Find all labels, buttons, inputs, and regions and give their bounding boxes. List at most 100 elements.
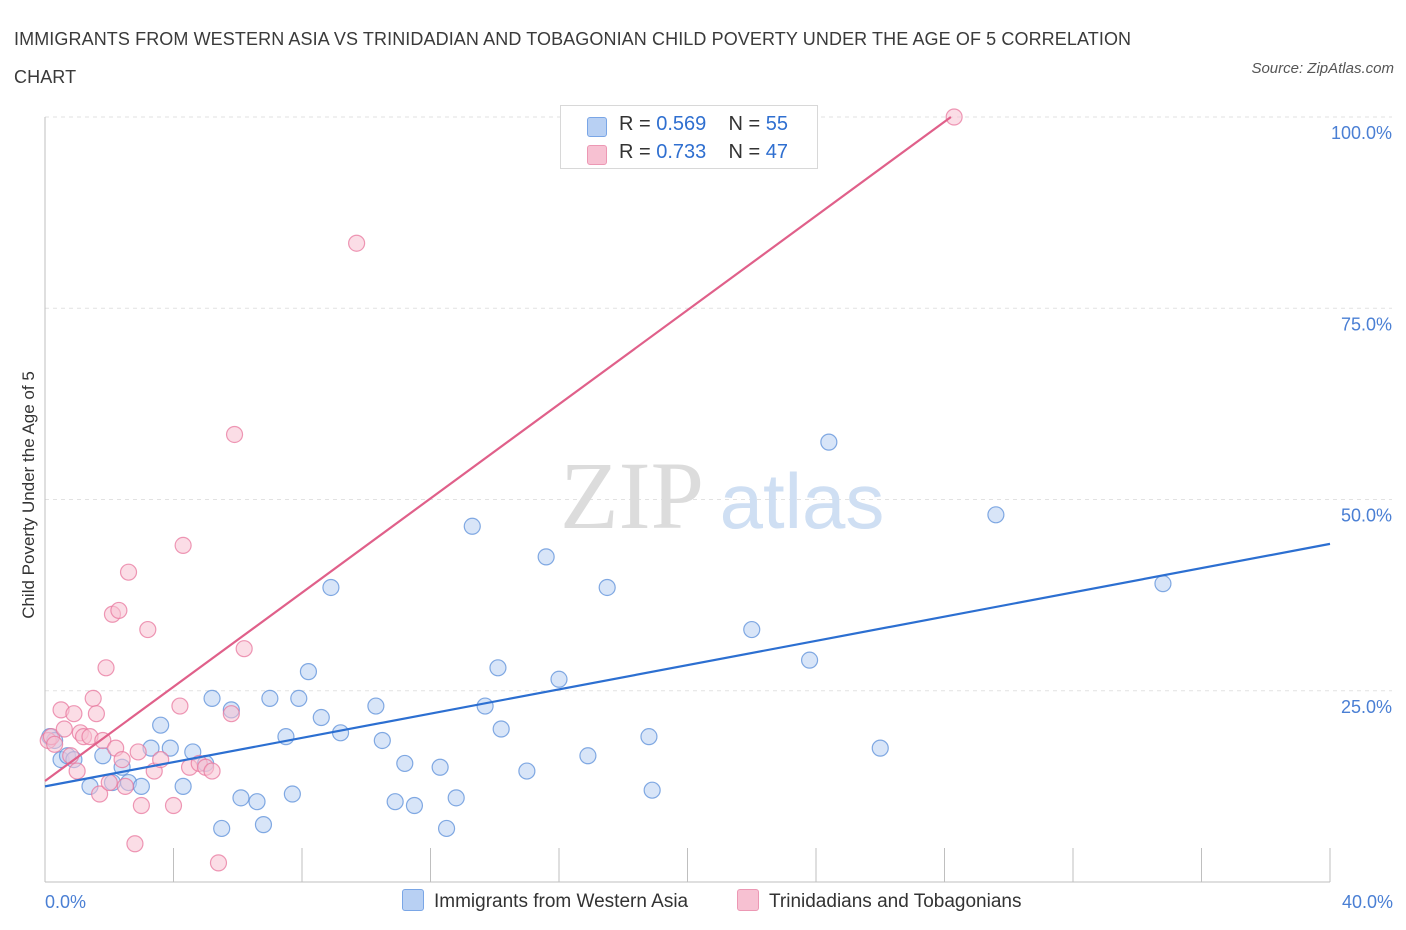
point-trinidad <box>222 705 240 723</box>
y-tick-label: 100.0% <box>1331 123 1392 143</box>
point-trinidad <box>174 536 192 555</box>
point-trinidad <box>100 773 118 792</box>
point-trinidad <box>110 601 128 620</box>
point-western-asia <box>322 578 340 597</box>
point-western-asia <box>800 651 819 669</box>
point-western-asia <box>492 720 510 738</box>
point-western-asia <box>261 689 279 708</box>
point-western-asia <box>447 789 465 807</box>
point-trinidad <box>129 743 147 761</box>
point-western-asia <box>1154 575 1172 593</box>
x-tick-label: 40.0% <box>1342 892 1393 912</box>
point-trinidad <box>235 640 253 658</box>
legend-r-label: R = <box>619 113 657 135</box>
point-western-asia <box>174 777 192 795</box>
point-western-asia <box>518 762 536 780</box>
legend-swatch-pink <box>587 145 607 165</box>
point-western-asia <box>203 689 221 708</box>
bottom-legend-swatch-pink <box>737 889 759 911</box>
point-western-asia <box>386 793 404 811</box>
point-trinidad <box>164 796 183 815</box>
point-western-asia <box>213 819 231 838</box>
point-western-asia <box>463 517 481 535</box>
point-trinidad <box>209 854 228 872</box>
watermark-atlas: atlas <box>720 457 885 545</box>
bottom-legend-trinidad: Trinidadians and Tobagonians <box>737 889 1021 913</box>
point-trinidad <box>132 796 150 815</box>
point-western-asia <box>743 620 761 639</box>
axes <box>44 117 1331 883</box>
point-western-asia <box>437 819 456 838</box>
point-western-asia <box>232 789 250 807</box>
chart-title: IMMIGRANTS FROM WESTERN ASIA VS TRINIDAD… <box>14 29 1132 87</box>
point-trinidad <box>113 750 131 769</box>
watermark-zip: ZIP <box>560 442 704 549</box>
trend-line-trinidad <box>44 116 952 782</box>
gridlines <box>45 116 1392 692</box>
point-western-asia <box>405 796 424 815</box>
point-trinidad <box>97 659 115 677</box>
tick-labels: 25.0% 50.0% 75.0% 100.0% 0.0% 40.0% <box>45 123 1393 912</box>
legend-n-label: N = <box>728 141 766 163</box>
point-western-asia <box>820 433 838 451</box>
point-western-asia <box>871 739 889 757</box>
legend: R = 0.569 N = 55 R = 0.733 N = 47 <box>560 105 818 169</box>
point-western-asia <box>373 731 391 750</box>
point-western-asia <box>550 670 568 688</box>
x-tick-label: 0.0% <box>45 892 86 912</box>
point-western-asia <box>537 548 555 566</box>
point-western-asia <box>579 747 597 765</box>
legend-r-value: 0.733 <box>656 141 707 163</box>
y-axis-title: Child Poverty Under the Age of 5 <box>19 371 38 619</box>
point-trinidad <box>91 785 109 803</box>
point-western-asia <box>396 754 414 773</box>
point-western-asia <box>299 663 318 681</box>
point-trinidad <box>84 689 102 708</box>
point-western-asia <box>643 781 661 799</box>
bottom-legend-label: Trinidadians and Tobagonians <box>769 891 1022 912</box>
bottom-legend-swatch-blue <box>402 889 424 911</box>
point-western-asia <box>152 716 170 734</box>
point-western-asia <box>248 793 266 811</box>
point-western-asia <box>132 777 150 795</box>
point-western-asia <box>254 816 273 834</box>
point-western-asia <box>489 659 507 677</box>
point-western-asia <box>161 739 179 757</box>
point-western-asia <box>331 724 350 742</box>
bottom-legend-western-asia: Immigrants from Western Asia <box>402 889 688 913</box>
legend-n-label: N = <box>728 113 766 135</box>
point-trinidad <box>55 720 73 738</box>
point-western-asia <box>640 728 658 746</box>
source-note: Source: ZipAtlas.com <box>1251 60 1394 77</box>
y-tick-label: 50.0% <box>1341 506 1392 526</box>
point-trinidad <box>65 705 83 723</box>
trend-line-western-asia <box>44 542 1331 788</box>
point-trinidad <box>46 735 64 753</box>
point-western-asia <box>476 697 494 715</box>
legend-r-value: 0.569 <box>656 113 707 135</box>
point-trinidad <box>126 835 144 853</box>
point-western-asia <box>312 708 330 727</box>
point-trinidad <box>68 762 86 780</box>
point-western-asia <box>598 578 616 597</box>
data-points <box>39 108 1172 872</box>
y-tick-label: 25.0% <box>1341 697 1392 717</box>
point-trinidad <box>139 620 157 639</box>
legend-r-label: R = <box>619 141 657 163</box>
bottom-legend-label: Immigrants from Western Asia <box>434 891 689 912</box>
legend-n-value: 55 <box>765 113 789 135</box>
point-trinidad <box>116 777 134 795</box>
trend-lines <box>44 116 1331 788</box>
point-trinidad <box>171 697 189 715</box>
point-western-asia <box>283 785 301 803</box>
point-trinidad <box>119 563 138 581</box>
point-trinidad <box>203 762 221 780</box>
y-tick-label: 75.0% <box>1341 314 1392 334</box>
point-western-asia <box>290 689 308 708</box>
point-western-asia <box>431 758 449 776</box>
point-western-asia <box>987 506 1005 524</box>
legend-swatch-blue <box>587 117 607 137</box>
point-trinidad <box>348 234 366 252</box>
point-trinidad <box>87 705 106 723</box>
